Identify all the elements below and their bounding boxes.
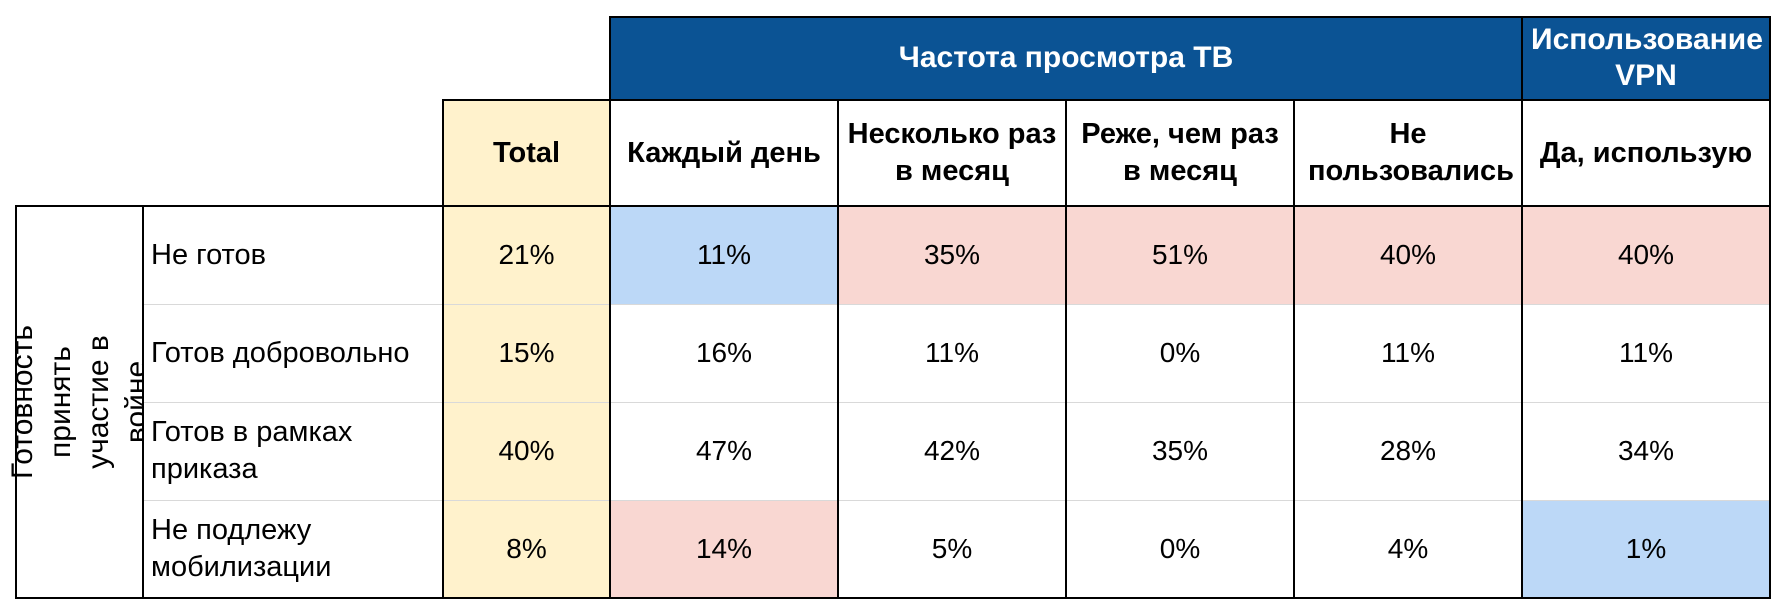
data-cell-value: 34% xyxy=(1617,435,1675,466)
data-cell-value: 35% xyxy=(1151,435,1209,466)
data-cell: 51% xyxy=(1066,206,1294,304)
border-line xyxy=(837,99,839,599)
col-header-never: Не пользовались xyxy=(1294,100,1522,206)
border-line xyxy=(442,99,1771,101)
data-cell: 16% xyxy=(610,304,838,402)
data-cell-value: 40% xyxy=(498,435,555,466)
data-cell-value: 5% xyxy=(931,533,973,564)
col-header-vpn-yes: Да, использую xyxy=(1522,100,1770,206)
grid-line xyxy=(143,500,1770,501)
row-label-by-order: Готов в рамках приказа xyxy=(143,402,443,500)
data-cell: 42% xyxy=(838,402,1066,500)
group-header-tv: Частота просмотра ТВ xyxy=(610,16,1522,100)
data-cell: 11% xyxy=(838,304,1066,402)
border-line xyxy=(1521,16,1523,599)
data-cell: 0% xyxy=(1066,500,1294,598)
col-header-total: Total xyxy=(443,100,610,206)
grid-line xyxy=(143,304,1770,305)
border-line xyxy=(1065,99,1067,599)
data-cell: 11% xyxy=(1522,304,1770,402)
data-cell-value: 16% xyxy=(695,337,753,368)
data-cell-value: 40% xyxy=(1617,239,1675,270)
data-cell-value: 21% xyxy=(498,239,555,270)
data-cell-value: 35% xyxy=(923,239,981,270)
data-cell: 47% xyxy=(610,402,838,500)
grid-line xyxy=(143,402,1770,403)
border-line xyxy=(1293,99,1295,599)
col-header-rarely: Реже, чем раз в месяц xyxy=(1066,100,1294,206)
group-header-vpn: Использование VPN xyxy=(1522,16,1770,100)
data-cell: 40% xyxy=(443,402,610,500)
data-cell: 8% xyxy=(443,500,610,598)
data-cell: 11% xyxy=(610,206,838,304)
group-header-tv-label: Частота просмотра ТВ xyxy=(898,41,1234,74)
data-cell: 4% xyxy=(1294,500,1522,598)
data-cell: 14% xyxy=(610,500,838,598)
data-cell-value: 11% xyxy=(1381,337,1435,368)
row-label-not-subject: Не подлежу мобилизации xyxy=(143,500,443,598)
data-cell: 21% xyxy=(443,206,610,304)
col-header-monthly: Несколько раз в месяц xyxy=(838,100,1066,206)
data-cell-value: 0% xyxy=(1159,337,1201,368)
data-cell: 11% xyxy=(1294,304,1522,402)
data-cell: 5% xyxy=(838,500,1066,598)
border-line xyxy=(609,16,611,599)
data-cell: 15% xyxy=(443,304,610,402)
data-cell-value: 51% xyxy=(1151,239,1209,270)
row-label-not-ready: Не готов xyxy=(143,206,443,304)
row-label-volunteer: Готов добровольно xyxy=(143,304,443,402)
data-cell: 40% xyxy=(1522,206,1770,304)
data-cell-value: 42% xyxy=(923,435,981,466)
border-line xyxy=(15,205,1771,207)
data-cell: 34% xyxy=(1522,402,1770,500)
data-cell-value: 0% xyxy=(1159,533,1201,564)
data-cell: 35% xyxy=(838,206,1066,304)
data-cell: 35% xyxy=(1066,402,1294,500)
data-cell: 40% xyxy=(1294,206,1522,304)
data-cell-value: 40% xyxy=(1379,239,1437,270)
border-line xyxy=(15,597,1771,599)
data-cell-value: 4% xyxy=(1387,533,1429,564)
group-header-vpn-label: Использование VPN xyxy=(1531,23,1763,92)
border-line xyxy=(609,16,1771,18)
data-cell-value: 28% xyxy=(1379,435,1437,466)
row-group-label: Готовность принять участие в войне xyxy=(6,206,153,598)
data-cell-value: 1% xyxy=(1625,533,1667,564)
col-header-daily: Каждый день xyxy=(610,100,838,206)
data-cell: 28% xyxy=(1294,402,1522,500)
data-cell-value: 14% xyxy=(695,533,753,564)
data-cell-value: 11% xyxy=(697,239,751,270)
border-line xyxy=(142,205,144,599)
data-cell: 1% xyxy=(1522,500,1770,598)
border-line xyxy=(15,205,17,599)
border-line xyxy=(442,99,444,599)
border-line xyxy=(1769,16,1771,599)
data-cell-value: 15% xyxy=(498,337,555,368)
data-cell: 0% xyxy=(1066,304,1294,402)
data-cell-value: 11% xyxy=(925,337,979,368)
data-cell-value: 8% xyxy=(506,533,547,564)
data-cell-value: 47% xyxy=(695,435,753,466)
data-cell-value: 11% xyxy=(1619,337,1673,368)
row-group-label-text: Готовность принять участие в войне xyxy=(5,325,153,479)
